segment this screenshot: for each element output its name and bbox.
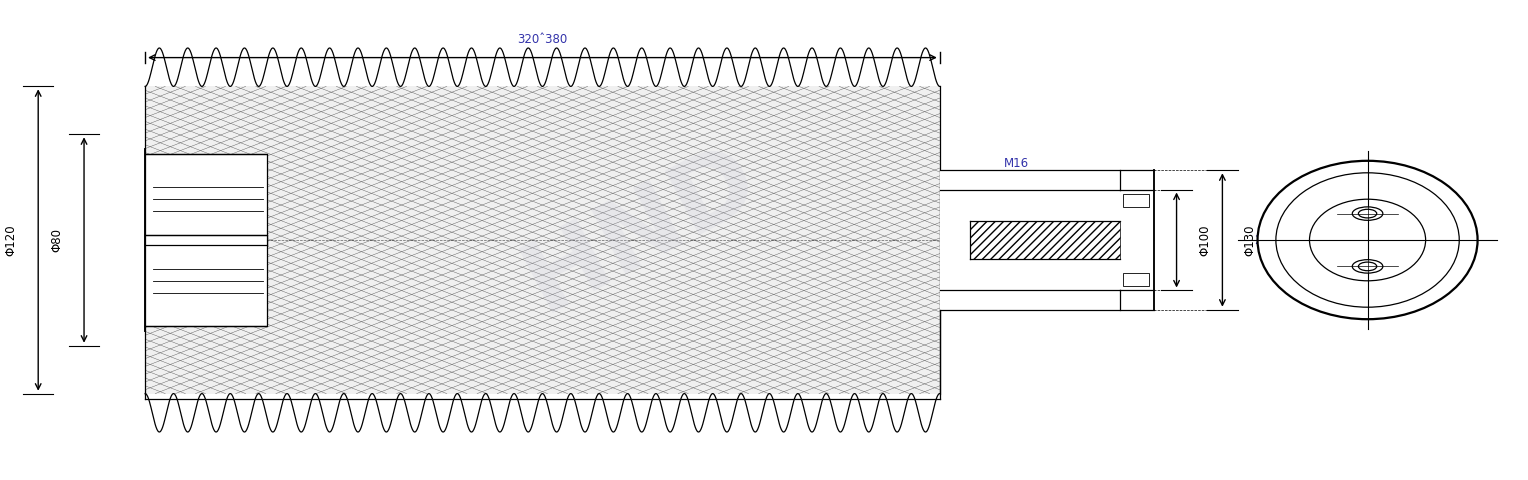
Bar (1123, 273, 1149, 286)
Bar (145, 86, 940, 394)
Text: Φ130: Φ130 (1244, 224, 1258, 256)
Bar (145, 235, 267, 326)
Ellipse shape (1352, 260, 1383, 273)
Text: Φ120: Φ120 (5, 224, 17, 256)
Ellipse shape (1309, 199, 1426, 281)
Bar (970, 221, 1120, 259)
Ellipse shape (1258, 161, 1478, 319)
Bar (940, 170, 1154, 310)
Text: M16: M16 (1004, 156, 1028, 170)
Bar (145, 154, 267, 245)
Text: 2-M12: 2-M12 (1254, 233, 1291, 247)
Bar (1123, 193, 1149, 207)
Text: 40: 40 (1420, 233, 1433, 247)
Ellipse shape (1352, 207, 1383, 220)
Text: Φ100: Φ100 (1198, 224, 1212, 256)
Text: 320ˆ380: 320ˆ380 (518, 33, 567, 46)
Text: HND: HND (509, 129, 775, 332)
Text: Φ80: Φ80 (50, 228, 63, 252)
